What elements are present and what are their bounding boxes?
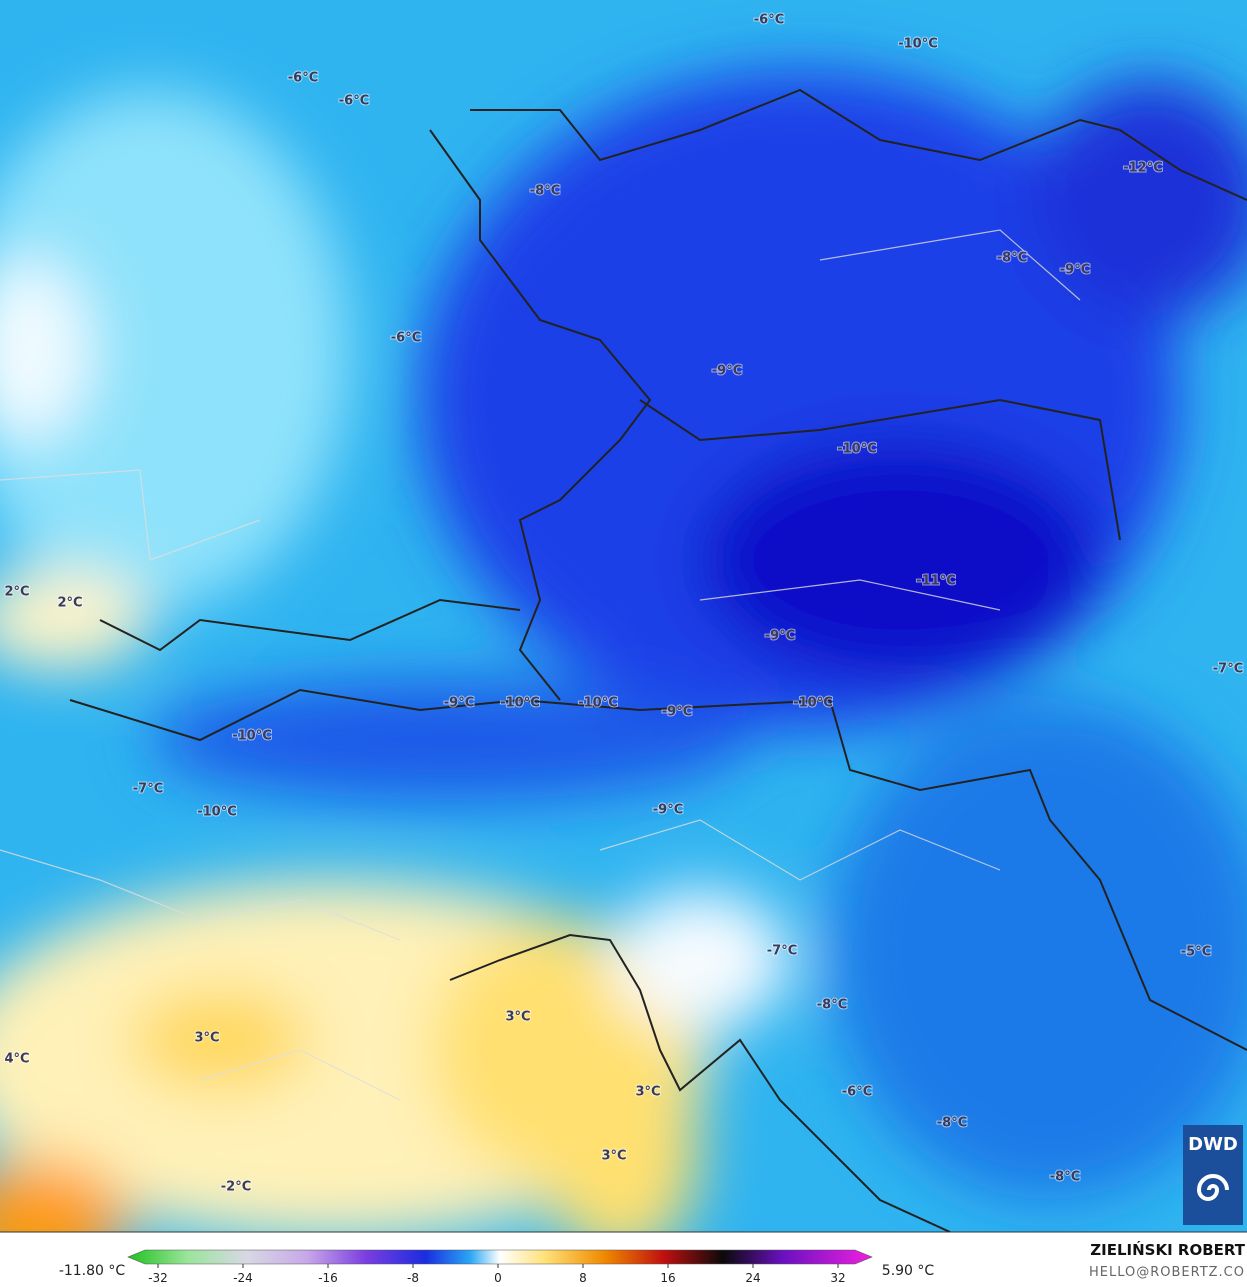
- temperature-label: -6°C: [391, 331, 421, 346]
- temperature-label: -5°C: [1181, 945, 1211, 960]
- colorbar-ticks: -32 -24 -16 -8 0 8 16 24 32: [148, 1264, 846, 1285]
- temperature-label: -10°C: [898, 37, 938, 52]
- author: ZIELIŃSKI ROBERT: [1090, 1240, 1245, 1259]
- temperature-label: -10°C: [232, 729, 272, 744]
- temperature-label: -8°C: [1050, 1170, 1080, 1185]
- temperature-label: -9°C: [1060, 263, 1090, 278]
- colorbar-max: 5.90 °C: [882, 1263, 935, 1279]
- tick-label: -16: [318, 1271, 338, 1285]
- temperature-label: 3°C: [505, 1010, 530, 1025]
- tick-label: 24: [745, 1271, 760, 1285]
- temperature-label: -8°C: [937, 1116, 967, 1131]
- colorbar-min: -11.80 °C: [59, 1263, 126, 1279]
- temperature-label: 3°C: [601, 1149, 626, 1164]
- contact: HELLO@ROBERTZ.CO: [1089, 1265, 1245, 1280]
- temperature-label: -9°C: [444, 696, 474, 711]
- dwd-logo: DWD: [1183, 1125, 1243, 1225]
- temperature-label: -7°C: [133, 782, 163, 797]
- temperature-label: -12°C: [1123, 161, 1163, 176]
- temperature-label: -2°C: [221, 1180, 251, 1195]
- temperature-label: 4°C: [4, 1052, 29, 1067]
- temperature-label: -7°C: [767, 944, 797, 959]
- tick-label: 0: [494, 1271, 502, 1285]
- temperature-label: -10°C: [500, 696, 540, 711]
- temperature-label: 3°C: [194, 1031, 219, 1046]
- temperature-label: -6°C: [842, 1085, 872, 1100]
- temperature-label: -10°C: [197, 805, 237, 820]
- tick-label: 8: [579, 1271, 587, 1285]
- tick-label: -24: [233, 1271, 253, 1285]
- temperature-label: 3°C: [635, 1085, 660, 1100]
- tick-label: 16: [660, 1271, 675, 1285]
- temperature-label: -7°C: [1213, 662, 1243, 677]
- temperature-label: -9°C: [653, 803, 683, 818]
- temperature-label: -8°C: [817, 998, 847, 1013]
- temperature-label: 2°C: [57, 596, 82, 611]
- tick-label: -32: [148, 1271, 168, 1285]
- temperature-label: 2°C: [4, 585, 29, 600]
- temperature-label: -10°C: [837, 442, 877, 457]
- tick-label: 32: [830, 1271, 845, 1285]
- temperature-label: -9°C: [765, 629, 795, 644]
- temperature-label: -11°C: [916, 574, 956, 589]
- temperature-label: -10°C: [578, 696, 618, 711]
- temperature-label: -9°C: [662, 705, 692, 720]
- temperature-label: -10°C: [793, 696, 833, 711]
- tick-label: -8: [407, 1271, 419, 1285]
- temperature-label: -6°C: [288, 71, 318, 86]
- temperature-label: -8°C: [530, 184, 560, 199]
- temperature-label: -6°C: [339, 94, 369, 109]
- temperature-label: -9°C: [712, 364, 742, 379]
- colorbar: [127, 1249, 873, 1265]
- temperature-label: -8°C: [997, 251, 1027, 266]
- temperature-label: -6°C: [754, 13, 784, 28]
- logo-text: DWD: [1188, 1134, 1238, 1155]
